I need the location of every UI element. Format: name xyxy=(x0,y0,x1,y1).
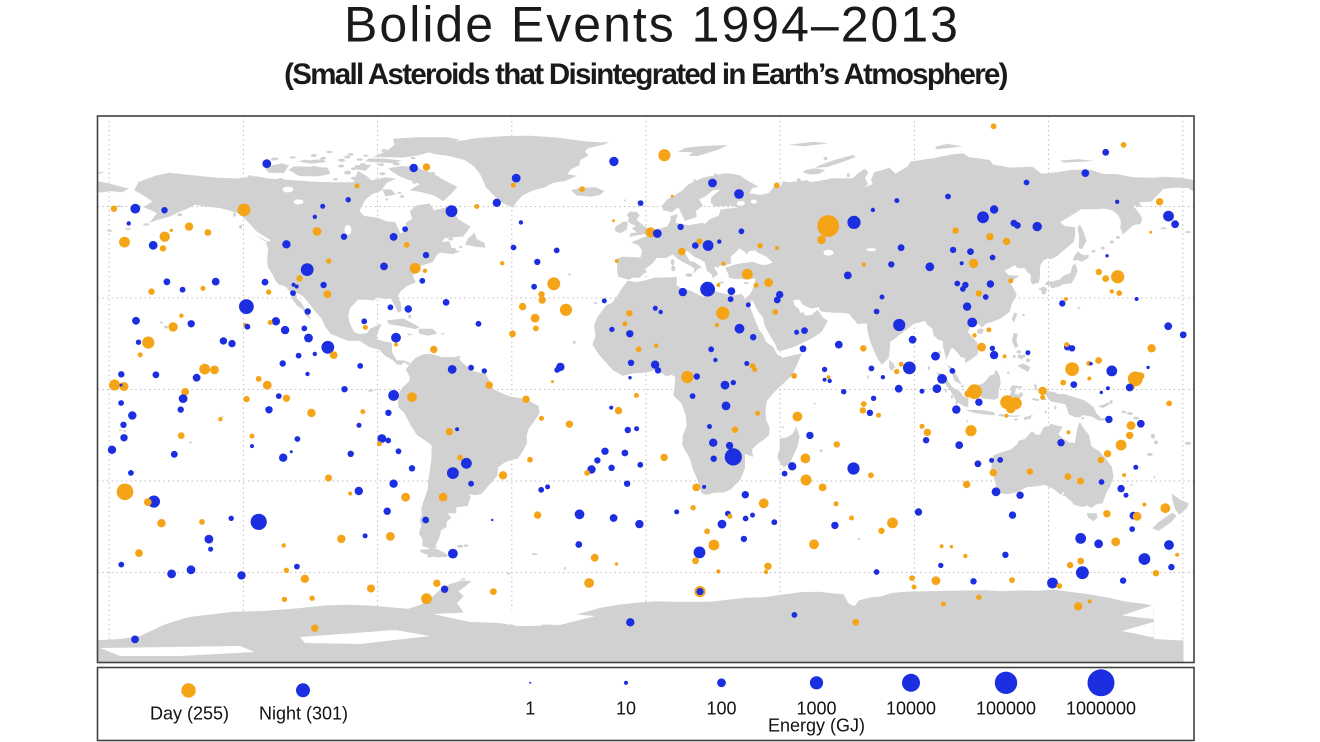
svg-text:1: 1 xyxy=(525,699,535,719)
svg-text:Energy (GJ): Energy (GJ) xyxy=(768,716,865,736)
svg-text:1000000: 1000000 xyxy=(1066,699,1136,719)
svg-text:1000: 1000 xyxy=(796,699,836,719)
svg-text:100: 100 xyxy=(706,699,736,719)
svg-text:100000: 100000 xyxy=(976,699,1036,719)
svg-text:(Small Asteroids that Disinteg: (Small Asteroids that Disintegrated in E… xyxy=(284,58,1008,91)
svg-text:10: 10 xyxy=(616,699,636,719)
svg-text:10000: 10000 xyxy=(886,699,936,719)
svg-text:Day (255): Day (255) xyxy=(150,704,229,724)
svg-text:Bolide Events 1994–2013: Bolide Events 1994–2013 xyxy=(344,0,960,53)
svg-text:Night (301): Night (301) xyxy=(259,704,348,724)
